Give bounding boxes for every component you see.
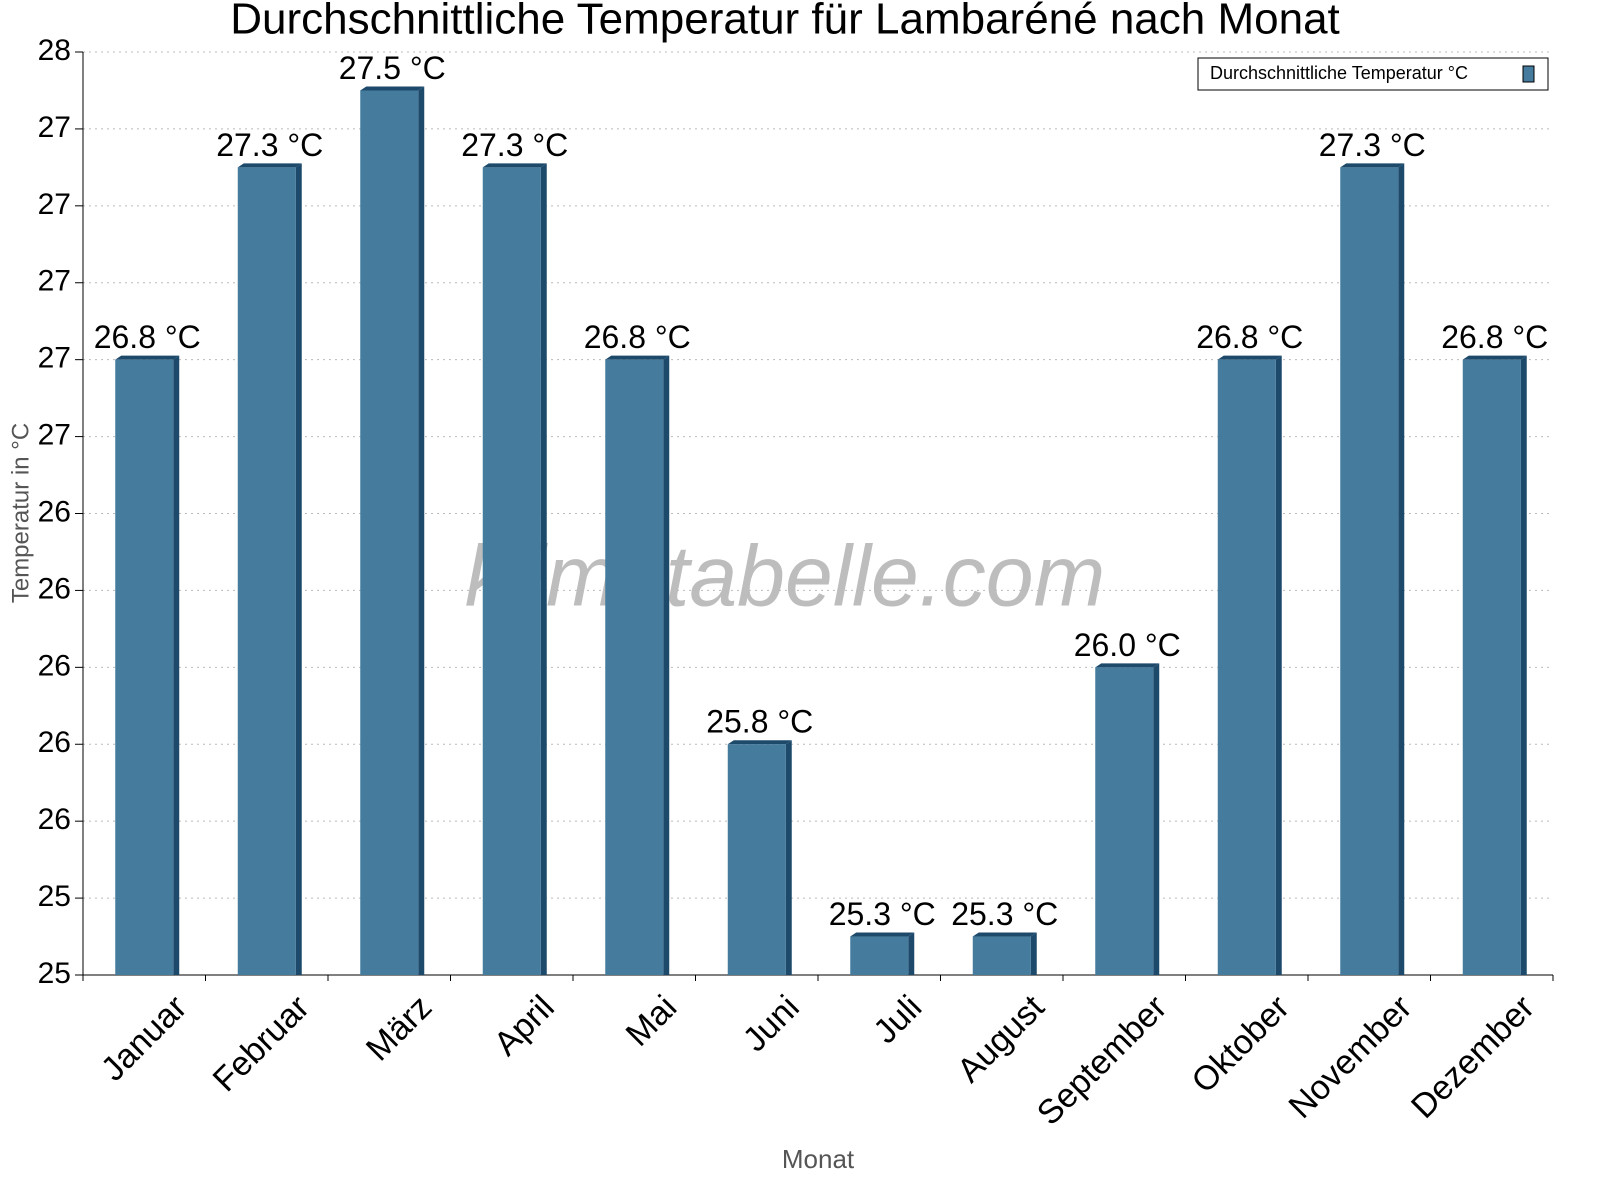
bar <box>237 167 296 975</box>
value-label: 27.3 °C <box>216 127 323 163</box>
bar-side <box>540 163 547 975</box>
y-tick-label: 27 <box>38 188 71 221</box>
bar-top <box>237 163 302 168</box>
bar-top <box>1217 355 1282 360</box>
bar <box>1095 667 1154 975</box>
x-tick-label: Dezember <box>1404 988 1542 1126</box>
legend-box <box>1197 57 1549 91</box>
value-label: 25.3 °C <box>829 896 936 932</box>
y-tick-label: 26 <box>38 495 71 528</box>
bar <box>115 359 174 976</box>
x-tick-label: Mai <box>619 988 685 1054</box>
value-label: 26.8 °C <box>1441 319 1548 355</box>
y-tick-label: 28 <box>38 34 71 67</box>
bar-top <box>1462 355 1527 360</box>
bar-top <box>727 740 792 745</box>
y-tick-label: 27 <box>38 419 71 452</box>
legend-label: Durchschnittliche Temperatur °C <box>1210 63 1468 83</box>
y-tick-label: 27 <box>38 342 71 375</box>
bar-top <box>360 86 425 91</box>
x-tick-label: Februar <box>206 988 317 1099</box>
bar <box>850 936 909 975</box>
chart-title: Durchschnittliche Temperatur für Lambaré… <box>230 0 1340 44</box>
y-tick-label: 27 <box>38 265 71 298</box>
y-tick-label: 25 <box>38 957 71 990</box>
y-tick-label: 25 <box>38 880 71 913</box>
watermark: klimatabelle.com <box>465 529 1105 625</box>
value-label: 26.8 °C <box>94 319 201 355</box>
value-label: 26.8 °C <box>1196 319 1303 355</box>
bar-top <box>1340 163 1405 168</box>
bar-top <box>605 355 670 360</box>
value-label: 27.5 °C <box>339 50 446 86</box>
bar-top <box>1095 663 1160 668</box>
bar-side <box>418 86 425 976</box>
bar-side <box>1030 932 1037 975</box>
bar <box>727 744 786 975</box>
bar <box>1217 359 1276 976</box>
value-label: 26.8 °C <box>584 319 691 355</box>
y-tick-label: 26 <box>38 572 71 605</box>
bar <box>482 167 541 975</box>
x-tick-label: November <box>1281 988 1419 1126</box>
x-axis-label: Monat <box>782 1144 855 1174</box>
bar <box>605 359 664 976</box>
y-tick-label: 26 <box>38 803 71 836</box>
y-tick-label: 26 <box>38 649 71 682</box>
bar <box>972 936 1031 975</box>
bar-side <box>908 932 915 975</box>
bar <box>1462 359 1521 976</box>
x-tick-label: September <box>1030 988 1174 1132</box>
y-axis-label: Temperatur in °C <box>7 423 34 603</box>
x-tick-label: August <box>950 988 1052 1090</box>
bar-top <box>115 355 180 360</box>
bar-side <box>173 355 180 976</box>
y-tick-label: 27 <box>38 111 71 144</box>
bar <box>360 90 419 976</box>
bar-side <box>1520 355 1527 976</box>
x-tick-label: Juni <box>736 988 807 1059</box>
bar-side <box>663 355 670 976</box>
bar-top <box>850 932 915 937</box>
bar-side <box>295 163 302 975</box>
bar-side <box>1398 163 1405 975</box>
value-label: 25.3 °C <box>951 896 1058 932</box>
bar-side <box>1275 355 1282 976</box>
value-label: 25.8 °C <box>706 704 813 740</box>
bar <box>1340 167 1399 975</box>
x-tick-label: Juli <box>866 988 929 1051</box>
value-label: 27.3 °C <box>461 127 568 163</box>
bar-side <box>1153 663 1160 975</box>
x-tick-label: Oktober <box>1184 988 1296 1100</box>
legend-swatch <box>1522 65 1535 83</box>
value-label: 26.0 °C <box>1074 627 1181 663</box>
bar-top <box>482 163 547 168</box>
x-tick-label: März <box>359 988 439 1068</box>
x-tick-label: Januar <box>94 988 194 1088</box>
x-tick-label: April <box>487 988 562 1063</box>
bar-top <box>972 932 1037 937</box>
value-label: 27.3 °C <box>1319 127 1426 163</box>
bar-side <box>785 740 792 975</box>
y-tick-label: 26 <box>38 726 71 759</box>
